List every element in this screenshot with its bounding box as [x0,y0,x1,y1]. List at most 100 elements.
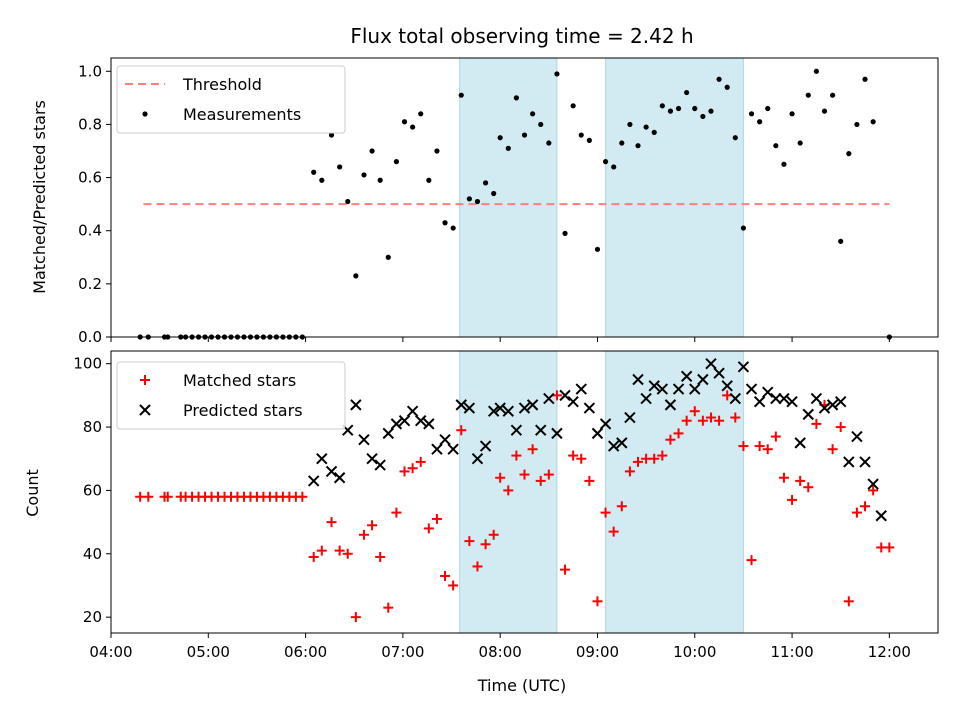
matched-star-point [624,466,635,477]
measurement-point [505,145,511,151]
predicted-star-point [713,367,725,379]
y-tick-label: 80 [83,418,102,436]
matched-star-point [391,507,402,518]
predicted-star-point [607,440,620,452]
measurement-point [684,89,690,96]
matched-stars-points [135,390,895,623]
measurement-point [732,135,738,141]
matched-star-point [787,494,798,505]
matched-star-point [657,450,668,461]
measurement-point [862,76,868,82]
predicted-star-point [316,453,328,465]
measurement-points [137,68,892,340]
matched-star-point [342,548,353,559]
legend-predicted-marker [139,404,151,416]
measurement-point [594,246,601,252]
measurement-point [854,121,860,128]
matched-star-point [415,456,426,467]
predicted-star-point [826,399,839,411]
predicted-star-point [567,395,579,408]
predicted-star-point [745,383,758,395]
x-tick-label: 08:00 [479,643,522,661]
measurement-point [805,92,811,98]
matched-star-point [778,472,789,483]
predicted-star-point [502,405,514,417]
matched-star-point [746,555,757,566]
matched-star-point [835,422,846,433]
y-tick-label: 0.6 [78,169,102,187]
matched-star-point [762,444,773,455]
measurement-point [450,225,456,231]
measurement-point [781,161,787,167]
measurement-point [466,196,472,202]
predicted-star-point [689,383,701,395]
y-tick-label: 1.0 [78,62,102,80]
measurement-point [578,132,584,138]
predicted-star-point [656,383,669,395]
predicted-star-point [721,380,733,392]
y-tick-label: 100 [73,355,102,373]
measurement-point [838,238,844,244]
measurement-point [458,92,464,98]
matched-star-point [464,536,475,547]
measurement-point [675,105,682,112]
measurement-point [700,113,706,120]
matched-star-point [592,596,603,607]
legend-threshold-label: Threshold [182,75,262,94]
measurement-point [361,172,367,178]
matched-star-point [584,475,595,486]
matched-star-point [681,415,692,426]
matched-star-point [448,580,459,591]
predicted-star-point [640,392,652,405]
matched-star-point [568,450,579,461]
matched-star-point [535,475,546,486]
matched-star-point [503,485,514,496]
predicted-star-point [390,418,403,430]
measurement-point [667,108,674,114]
matched-star-point [722,390,733,401]
predicted-star-point [672,383,685,395]
predicted-star-point [875,510,887,522]
measurement-point [619,140,625,146]
measurement-point [319,177,325,183]
measurement-point [740,225,747,231]
y-tick-label: 40 [83,545,102,563]
matched-star-point [673,428,684,439]
x-tick-label: 11:00 [770,643,813,661]
x-tick-label: 12:00 [868,643,911,661]
predicted-star-point [494,402,506,414]
predicted-star-point [471,453,484,465]
matched-star-point [795,475,806,486]
top-legend: Threshold Measurements [116,65,346,134]
matched-star-point [714,415,725,426]
matched-star-point [440,570,451,581]
chart-title: Flux total observing time = 2.42 h [350,24,693,48]
measurement-point [474,198,481,205]
measurement-point [491,190,497,197]
measurement-point [748,111,755,117]
predicted-star-point [664,399,677,411]
matched-star-point [316,545,327,556]
measurement-point [797,140,803,146]
matched-star-point [480,539,491,550]
predicted-star-point [591,427,604,440]
matched-star-point [843,596,854,607]
predicted-star-point [802,408,814,421]
matched-star-point [488,529,499,540]
x-tick-label: 10:00 [673,643,716,661]
measurement-point [846,151,852,157]
measurement-point [434,148,440,154]
top-shaded-intervals [459,57,744,338]
matched-star-point [705,412,716,423]
matched-star-point [560,564,571,575]
measurement-point [708,108,714,114]
predicted-star-point [851,430,863,443]
predicted-star-point [415,415,427,427]
top-x-ticks [110,337,890,342]
bottom-legend-box [116,361,346,430]
predicted-star-point [358,434,370,446]
measurement-point [692,105,698,112]
measurement-point [716,76,722,82]
measurement-point [611,164,617,170]
predicted-star-point [810,392,823,405]
